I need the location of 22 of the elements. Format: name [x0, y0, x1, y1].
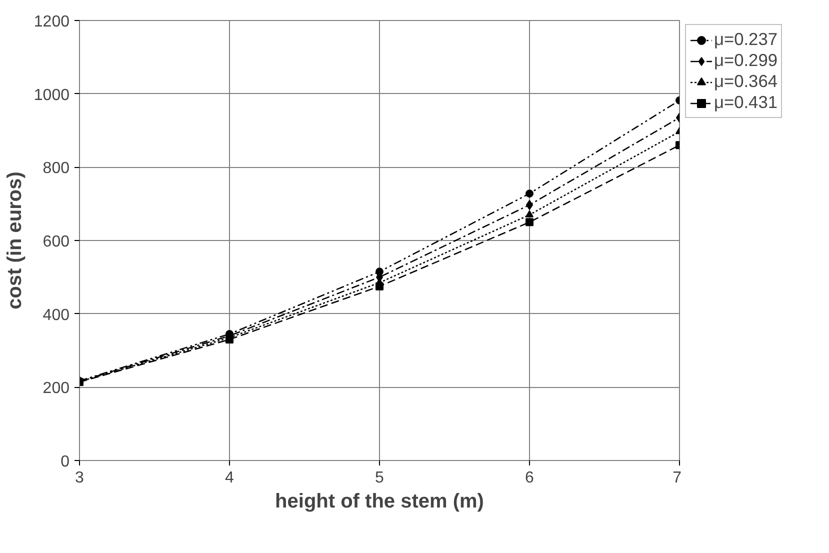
- point: [526, 218, 534, 226]
- legend-label: μ=0.431: [714, 92, 778, 113]
- x-tick-label: 7: [672, 470, 682, 486]
- y-tick-label: 600: [42, 234, 70, 250]
- y-tick-label: 800: [42, 160, 70, 178]
- x-tick-label: 6: [525, 470, 534, 486]
- legend-label: μ=0.299: [714, 50, 778, 71]
- y-tick-label: 200: [42, 380, 70, 398]
- x-tick-label: 4: [225, 470, 234, 486]
- x-axis-title: height of the stem (m): [275, 490, 484, 512]
- point: [376, 268, 384, 276]
- point: [526, 210, 534, 218]
- y-tick-label: 1000: [34, 86, 70, 104]
- legend-label: μ=0.364: [714, 71, 778, 92]
- legend-label: μ=0.237: [714, 29, 778, 50]
- y-tick-label: 1200: [34, 14, 70, 30]
- y-axis-title: cost (in euros): [4, 172, 26, 310]
- y-tick-label: 400: [42, 306, 70, 324]
- x-tick-label: 3: [75, 470, 84, 486]
- x-tick-label: 5: [375, 470, 384, 486]
- point: [526, 190, 534, 198]
- y-tick-label: 0: [60, 454, 70, 470]
